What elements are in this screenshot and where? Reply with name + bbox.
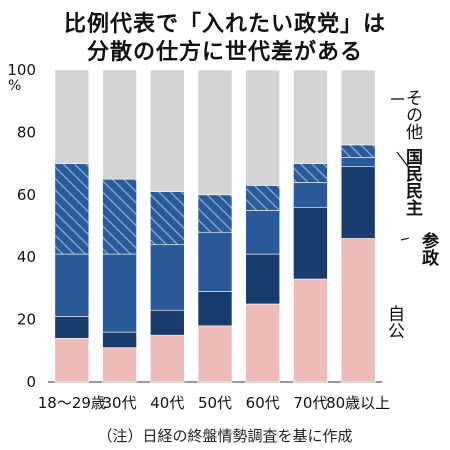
bar-segment-4-6 <box>340 69 376 146</box>
legend-label-other: その他 <box>402 89 423 140</box>
chart-title: 比例代表で「入れたい政党」は <box>63 12 386 37</box>
bar-segment-1-6 <box>340 166 376 239</box>
bar-segment-3-4 <box>245 185 281 211</box>
legend-label-jiko: 自公 <box>384 305 405 339</box>
bar-segment-0-0 <box>54 338 90 383</box>
bar-segment-3-0 <box>54 163 90 255</box>
x-tick-label: 30代 <box>103 394 137 412</box>
x-tick-label: 60代 <box>246 394 280 412</box>
bar-segment-2-1 <box>102 253 137 333</box>
bar-segment-2-4 <box>245 210 281 255</box>
bar-segment-3-2 <box>149 191 185 246</box>
bar-segment-1-1 <box>102 331 137 348</box>
bar-segment-0-6 <box>340 238 376 383</box>
bar-segment-0-2 <box>149 334 185 383</box>
bar-segment-0-4 <box>245 303 281 383</box>
bar-segment-1-5 <box>293 206 328 280</box>
y-tick-label: 0 <box>26 373 36 391</box>
bar-segment-3-6 <box>340 144 376 158</box>
bar-segment-0-5 <box>293 278 328 383</box>
bar-segment-0-1 <box>102 347 137 383</box>
bar-segment-2-5 <box>293 182 328 208</box>
bars <box>54 69 376 383</box>
legend-leader-kokumin <box>396 151 410 169</box>
source-note: （注）日経の終盤情勢調査を基に作成 <box>97 427 353 445</box>
bar-segment-3-3 <box>197 194 233 233</box>
bar-segment-4-3 <box>197 69 233 196</box>
legend-label-kokumin: 国民民主 <box>402 148 423 216</box>
x-tick-label: 18〜29歳 <box>38 394 106 412</box>
bar-segment-4-4 <box>245 69 281 186</box>
bar-segment-2-0 <box>54 253 90 317</box>
bar-segment-2-3 <box>197 231 233 292</box>
bar-segment-3-1 <box>102 178 137 255</box>
bar-segment-2-2 <box>149 244 185 311</box>
legend: その他 国民民主 立民 参政 自公 <box>384 89 439 339</box>
y-tick-label: 100 <box>7 61 36 79</box>
y-tick-label: 80 <box>17 123 36 141</box>
x-tick-label: 50代 <box>198 394 232 412</box>
y-tick-labels: 0 20 40 60 80 100 <box>7 61 36 391</box>
legend-leader-sansei <box>400 237 410 241</box>
bar-segment-4-1 <box>102 69 137 180</box>
bar-segment-3-5 <box>293 163 328 183</box>
y-tick-label: 60 <box>17 186 36 204</box>
y-axis-unit: % <box>8 78 21 94</box>
bar-segment-2-6 <box>340 157 376 168</box>
bar-segment-4-0 <box>54 69 90 164</box>
bar-segment-1-2 <box>149 309 185 336</box>
legend-label-sansei: 参政 <box>418 231 439 267</box>
bar-segment-1-0 <box>54 316 90 339</box>
bar-segment-0-3 <box>197 325 233 383</box>
bar-segment-4-5 <box>293 69 328 164</box>
y-tick-label: 20 <box>17 311 36 329</box>
bar-segment-1-3 <box>197 291 233 327</box>
bar-segment-4-2 <box>149 69 185 192</box>
x-tick-label: 40代 <box>150 394 184 412</box>
x-tick-label: 70代 <box>293 394 327 412</box>
y-tick-label: 40 <box>17 248 36 266</box>
chart-subtitle: 分散の仕方に世代差がある <box>86 40 363 65</box>
bar-segment-1-4 <box>245 253 281 305</box>
x-tick-label: 80歳以上 <box>326 394 390 412</box>
legend-label-rikken: 立民 <box>384 194 405 230</box>
